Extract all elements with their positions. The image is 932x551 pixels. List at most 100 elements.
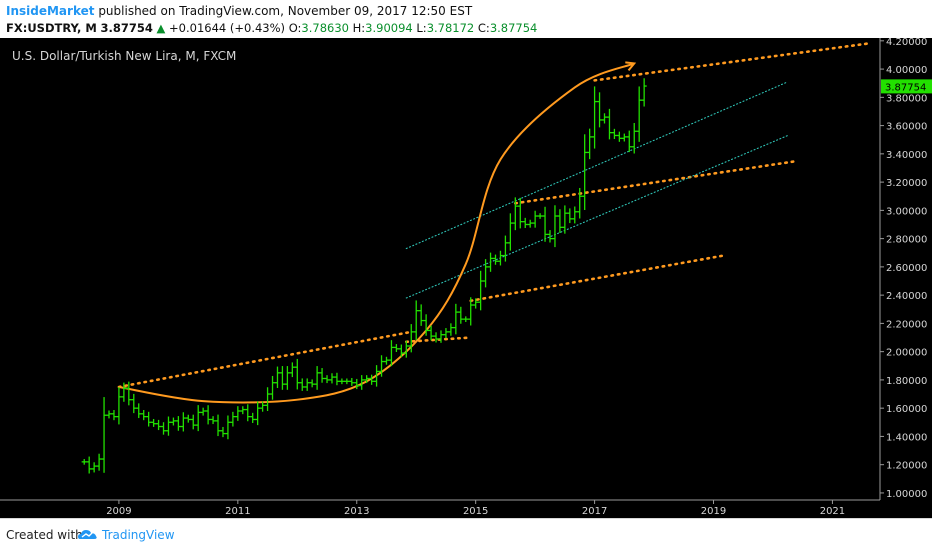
ohlc-bar (364, 375, 370, 384)
ohlc-bar (591, 86, 598, 149)
ohlc-bar (215, 414, 221, 437)
ohlc-bar (101, 397, 107, 473)
ohlc-bar (319, 368, 325, 383)
curve-arrowhead-icon (625, 61, 637, 72)
ohlc-bar (309, 379, 315, 388)
ohlc-bar (621, 133, 627, 142)
ohlc-bar (388, 340, 395, 367)
ohlc-bar (131, 393, 137, 414)
ohlc-bar (373, 365, 380, 387)
ohlc-bar (587, 128, 593, 160)
ohlc-bar (527, 219, 533, 228)
chart-background (0, 38, 932, 518)
ohlc-bar (299, 378, 305, 391)
ohlc-bar (408, 324, 414, 353)
ohlc-bar (398, 344, 404, 357)
ohlc-bar (383, 356, 390, 365)
chart-frame[interactable]: U.S. Dollar/Turkish New Lira, M, FXCM 1.… (0, 38, 932, 518)
created-with-text: Created with (6, 528, 83, 542)
price-tick-label: 3.20000 (886, 178, 927, 189)
price-axis[interactable]: 1.00000 1.20000 1.40000 1.60000 1.80000 2.000… (879, 38, 932, 500)
ohlc-bar (121, 382, 127, 402)
ohlc-bar (180, 412, 186, 432)
ohlc-bar (106, 410, 112, 419)
ohlc-bar (433, 332, 439, 343)
channel-line-teal (405, 81, 789, 250)
author-link[interactable]: InsideMarket (6, 4, 95, 18)
ohlc-bar (413, 300, 419, 340)
ohlc-bar (146, 411, 152, 427)
price-tick-label: 2.00000 (886, 348, 927, 359)
price-tick-label: 2.80000 (886, 235, 927, 246)
close-value: 3.87754 (489, 21, 538, 35)
ohlc-bar (245, 404, 251, 422)
ohlc-bar (126, 381, 132, 406)
time-axis[interactable]: 2009 2011 2013 2015 2017 2019 2021 (0, 499, 880, 517)
ohlc-bar (403, 340, 409, 358)
ohlc-bar (468, 297, 474, 326)
tradingview-brand-link[interactable]: TradingView (102, 528, 175, 542)
current-price-label: 3.87754 (885, 82, 926, 93)
ohlc-bar (274, 366, 281, 389)
ohlc-bar (611, 128, 618, 140)
time-tick-label: 2009 (106, 506, 131, 517)
price-tick-label: 3.40000 (886, 150, 927, 161)
ohlc-bar (577, 187, 583, 219)
price-tick-label: 4.20000 (886, 38, 927, 48)
ohlc-bar (512, 197, 518, 231)
price-tick-label: 3.80000 (886, 93, 927, 104)
ohlc-bar (151, 418, 157, 427)
ohlc-bar (552, 205, 558, 248)
ohlc-bar (438, 330, 444, 343)
ohlc-bar (240, 406, 246, 415)
ohlc-bar (185, 414, 191, 423)
publisher-line: InsideMarket published on TradingView.co… (6, 4, 472, 18)
ohlc-bar (606, 108, 613, 140)
symbol-label: FX:USDTRY, M (6, 21, 97, 35)
ohlc-bar (91, 462, 97, 473)
ohlc-bar (86, 456, 92, 474)
price-tick-label: 1.20000 (886, 461, 927, 472)
open-value: 3.78630 (301, 21, 349, 35)
ohlc-bar (324, 375, 330, 384)
ohlc-bar (304, 378, 310, 391)
time-tick-label: 2011 (225, 506, 250, 517)
ohlc-bar (81, 459, 87, 465)
ohlc-bar (210, 416, 216, 425)
ohlc-bar (190, 414, 196, 430)
price-tick-label: 2.20000 (886, 319, 927, 330)
trendline-orange (117, 330, 413, 389)
low-label: L: (416, 21, 427, 35)
published-text: published on TradingView.com, November 0… (98, 4, 473, 18)
ohlc-bar (339, 378, 345, 385)
ohlc-bar (478, 270, 484, 311)
ohlc-bar (542, 206, 548, 242)
chart-header: InsideMarket published on TradingView.co… (0, 0, 932, 40)
ohlc-bar (235, 406, 241, 421)
ohlc-bar (473, 298, 479, 309)
ohlc-bar (547, 230, 553, 243)
price-tick-label: 1.80000 (886, 376, 927, 387)
price-tick-label: 1.60000 (886, 404, 927, 415)
ohlc-bar (443, 328, 449, 339)
ohlc-bar (601, 113, 608, 124)
ohlc-bar (626, 130, 632, 153)
ohlc-bar (418, 304, 424, 326)
current-price-tag (881, 79, 932, 94)
trendline-orange (514, 159, 800, 205)
open-label: O: (288, 21, 302, 35)
ohlc-bar (502, 235, 509, 262)
trendline-orange (405, 336, 473, 344)
ohlc-bar (255, 401, 261, 426)
ohlc-bar (492, 254, 499, 265)
tradingview-cloud-icon[interactable] (77, 527, 99, 543)
ohlc-bar (175, 416, 181, 431)
ohlc-bar (448, 323, 454, 336)
footer: Created with TradingView (0, 518, 932, 551)
ohlc-bar (582, 134, 588, 211)
ohlc-bar (230, 411, 236, 427)
price-chart[interactable]: U.S. Dollar/Turkish New Lira, M, FXCM 1.… (0, 38, 932, 518)
ohlc-bar (497, 250, 504, 266)
ohlc-bar (195, 405, 201, 432)
price-tick-label: 2.60000 (886, 263, 927, 274)
